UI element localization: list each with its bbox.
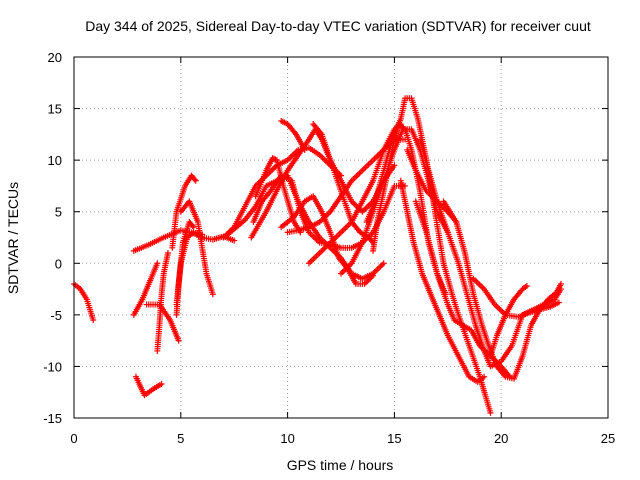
series-arc-1 bbox=[71, 280, 97, 324]
x-tick-label: 20 bbox=[494, 431, 508, 446]
y-tick-label: -10 bbox=[43, 359, 62, 374]
y-axis-label: SDTVAR / TECUs bbox=[5, 182, 21, 294]
series-arc-20 bbox=[305, 121, 404, 267]
data-point-mark bbox=[90, 317, 97, 324]
y-tick-label: -15 bbox=[43, 411, 62, 426]
y-tick-label: -5 bbox=[50, 308, 62, 323]
x-tick-labels: 0 5 10 15 20 25 bbox=[70, 431, 615, 446]
series-arc-6 bbox=[143, 301, 182, 344]
x-axis-label: GPS time / hours bbox=[287, 457, 394, 473]
axis-ticks bbox=[73, 56, 609, 419]
y-tick-label: 5 bbox=[55, 205, 62, 220]
data-point-mark bbox=[301, 146, 308, 153]
x-tick-label: 25 bbox=[601, 431, 615, 446]
series-arc-29 bbox=[470, 275, 562, 320]
y-tick-labels: -15 -10 -5 0 5 10 15 20 bbox=[43, 50, 62, 426]
series-arc-23 bbox=[363, 95, 494, 416]
series-arc-8 bbox=[169, 172, 199, 251]
data-point-mark bbox=[199, 231, 206, 238]
data-point-mark bbox=[481, 373, 488, 380]
series-arc-10 bbox=[173, 229, 206, 308]
data-point-mark bbox=[402, 182, 409, 189]
data-point-mark bbox=[555, 299, 562, 306]
data-point-mark bbox=[192, 177, 199, 184]
y-tick-label: 20 bbox=[48, 50, 62, 65]
data-point-mark bbox=[370, 272, 377, 279]
data-point-mark bbox=[158, 380, 165, 387]
data-point-mark bbox=[209, 291, 216, 298]
data-point-mark bbox=[487, 409, 494, 416]
data-point-mark bbox=[391, 162, 398, 169]
y-tick-label: 0 bbox=[55, 256, 62, 271]
x-tick-label: 5 bbox=[177, 431, 184, 446]
series-arc-5 bbox=[154, 249, 171, 354]
plot-frame bbox=[73, 56, 609, 419]
data-marks bbox=[71, 95, 565, 416]
x-tick-label: 0 bbox=[70, 431, 77, 446]
data-point-mark bbox=[380, 260, 387, 267]
data-point-mark bbox=[154, 260, 161, 267]
data-point-mark bbox=[190, 224, 197, 231]
series-arc-2 bbox=[132, 373, 165, 399]
y-tick-label: 15 bbox=[48, 102, 62, 117]
x-tick-label: 10 bbox=[280, 431, 294, 446]
series-arc-24 bbox=[397, 177, 488, 385]
y-tick-label: 10 bbox=[48, 153, 62, 168]
series-arc-17 bbox=[284, 136, 409, 236]
data-point-mark bbox=[231, 237, 238, 244]
series-arc-18 bbox=[278, 117, 308, 153]
data-point-mark bbox=[164, 249, 171, 256]
chart-title: Day 344 of 2025, Sidereal Day-to-day VTE… bbox=[85, 18, 591, 34]
data-point-mark bbox=[558, 280, 565, 287]
grid-lines bbox=[74, 57, 608, 418]
data-point-mark bbox=[191, 176, 198, 183]
x-tick-label: 15 bbox=[387, 431, 401, 446]
data-point-mark bbox=[175, 337, 182, 344]
data-point-mark bbox=[523, 282, 530, 289]
series-arc-19 bbox=[310, 121, 377, 246]
series-arc-28 bbox=[440, 198, 565, 382]
series-arc-9 bbox=[177, 198, 216, 298]
series-arc-30 bbox=[487, 282, 530, 360]
series-arc-4 bbox=[130, 260, 161, 318]
data-point-mark bbox=[189, 222, 196, 229]
